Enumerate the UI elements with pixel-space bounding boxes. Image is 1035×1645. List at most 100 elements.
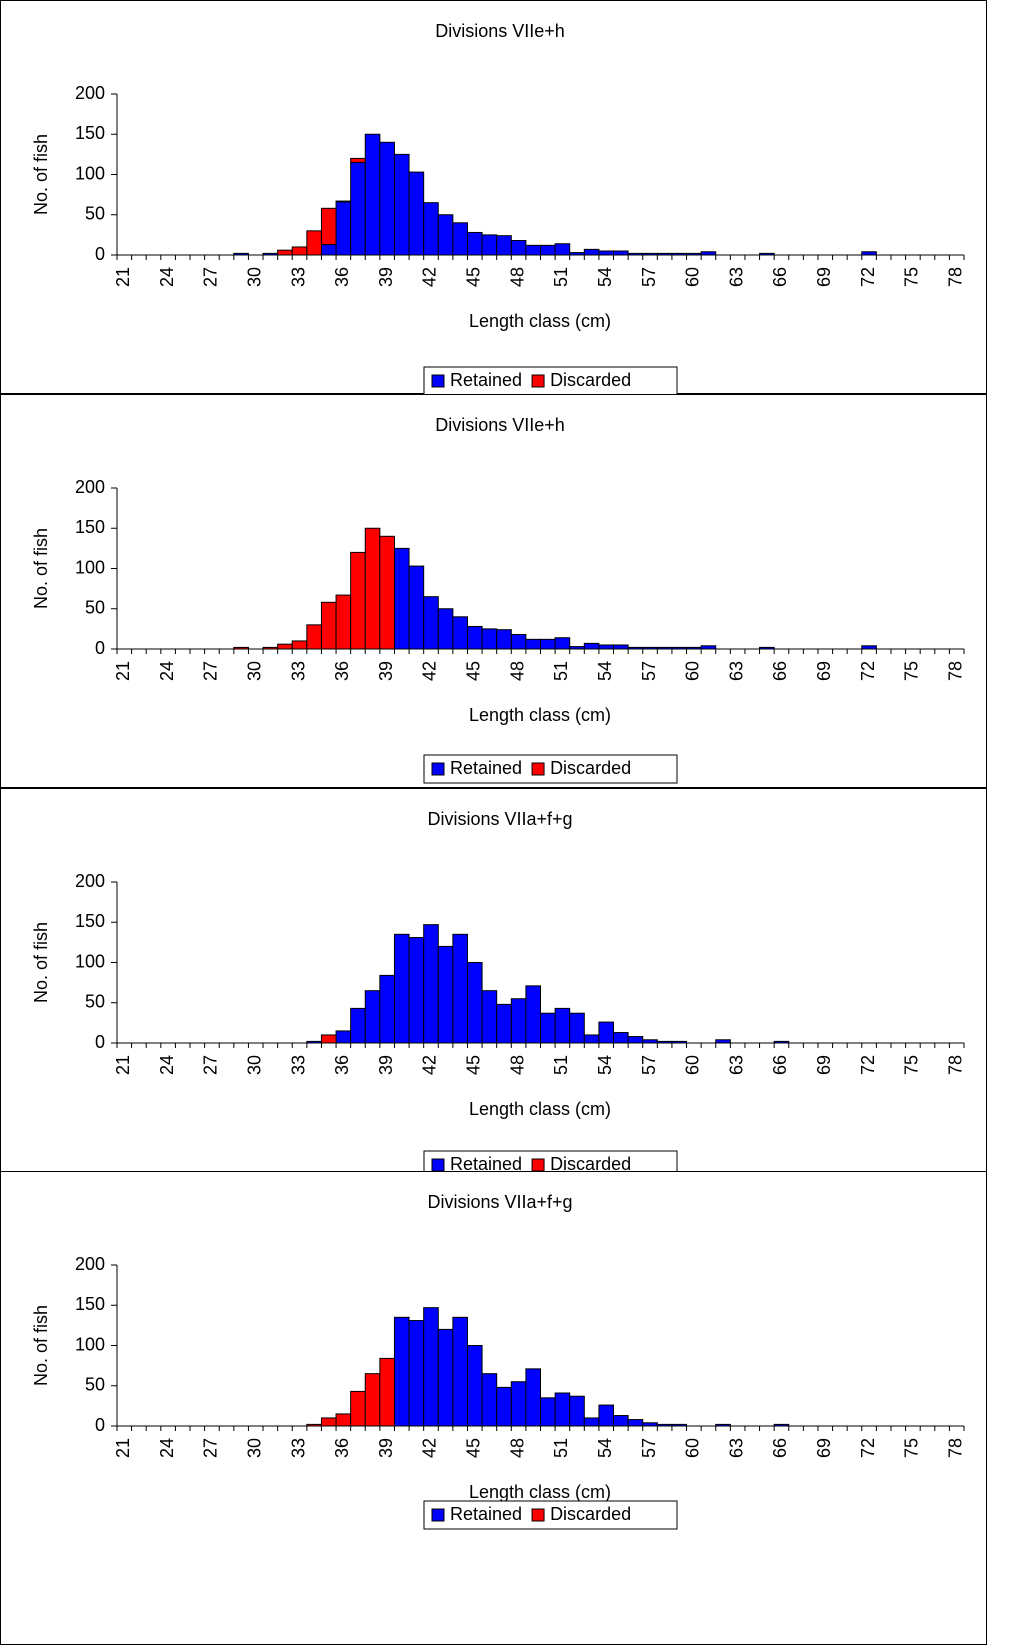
bar	[613, 644, 629, 650]
bar	[306, 624, 322, 650]
bar	[379, 1357, 395, 1427]
x-tick-label: 27	[201, 661, 221, 681]
y-tick-label: 100	[75, 951, 105, 971]
bar	[466, 231, 483, 256]
panel-frame	[0, 788, 987, 1182]
bar	[364, 990, 381, 1044]
y-tick-label: 0	[95, 1032, 105, 1052]
x-tick-label: 45	[464, 267, 484, 287]
chart-title: Divisions VIIa+f+g	[427, 809, 572, 829]
y-tick-label: 50	[85, 992, 105, 1012]
y-axis-title: No. of fish	[31, 922, 51, 1003]
y-tick-label: 100	[75, 1334, 105, 1354]
y-tick-label: 200	[75, 1254, 105, 1274]
bar	[452, 1316, 468, 1427]
bar	[350, 551, 366, 650]
x-tick-label: 39	[376, 1438, 396, 1458]
y-tick-label: 150	[75, 517, 105, 537]
y-tick-label: 150	[75, 123, 105, 143]
bar	[496, 1003, 512, 1044]
x-tick-label: 42	[420, 267, 440, 287]
bar	[306, 230, 322, 256]
bar	[583, 1417, 600, 1427]
x-tick-label: 27	[201, 1438, 221, 1458]
bar	[437, 945, 454, 1044]
bar	[408, 937, 425, 1044]
bar	[554, 243, 571, 256]
x-tick-label: 24	[157, 267, 177, 287]
y-axis-title: No. of fish	[31, 134, 51, 215]
legend-label: Retained	[450, 1154, 522, 1174]
bar	[583, 248, 600, 256]
legend-swatch	[531, 1158, 545, 1172]
bar	[320, 601, 337, 650]
chart-panel: Divisions VIIe+h No. of fish Length class …	[0, 394, 987, 788]
x-tick-label: 51	[551, 267, 571, 287]
legend-swatch	[431, 1158, 445, 1172]
legend-label: Discarded	[550, 1154, 631, 1174]
bar	[525, 244, 541, 256]
y-tick-label: 200	[75, 477, 105, 497]
y-tick-label: 50	[85, 598, 105, 618]
x-tick-label: 36	[332, 661, 352, 681]
bar	[320, 207, 337, 246]
x-tick-label: 69	[814, 267, 834, 287]
bar	[364, 527, 381, 650]
x-axis-title: Length class (cm)	[469, 1099, 611, 1119]
legend-label: Discarded	[550, 370, 631, 390]
x-tick-label: 51	[551, 1055, 571, 1075]
x-tick-label: 39	[376, 1055, 396, 1075]
chart-title: Divisions VIIa+f+g	[427, 1192, 572, 1212]
x-tick-label: 36	[332, 1055, 352, 1075]
bar	[525, 1368, 541, 1427]
x-axis-title: Length class (cm)	[469, 1482, 611, 1502]
x-tick-label: 69	[814, 1438, 834, 1458]
bar	[335, 201, 352, 256]
bar	[364, 1373, 381, 1427]
x-tick-label: 24	[157, 661, 177, 681]
x-tick-label: 63	[726, 661, 746, 681]
x-tick-label: 66	[770, 267, 790, 287]
x-tick-label: 66	[770, 661, 790, 681]
x-tick-label: 63	[726, 1055, 746, 1075]
bar	[320, 1417, 337, 1427]
bar	[423, 924, 439, 1044]
bar	[335, 1413, 352, 1427]
bar	[583, 1034, 600, 1044]
x-tick-label: 66	[770, 1438, 790, 1458]
bar	[393, 153, 410, 256]
bar	[364, 133, 381, 256]
y-tick-label: 0	[95, 1415, 105, 1435]
x-tick-label: 51	[551, 661, 571, 681]
x-tick-label: 72	[858, 267, 878, 287]
x-tick-label: 36	[332, 267, 352, 287]
x-tick-label: 21	[113, 661, 133, 681]
bar	[540, 638, 556, 650]
x-tick-label: 30	[244, 661, 264, 681]
bar	[350, 161, 366, 256]
chart-title: Divisions VIIe+h	[435, 415, 565, 435]
x-tick-label: 75	[902, 267, 922, 287]
chart-panel: Divisions VIIa+f+g No. of fish Length clas…	[0, 788, 987, 1182]
bar	[320, 1034, 337, 1044]
bar	[350, 157, 366, 163]
x-tick-label: 33	[288, 661, 308, 681]
bar	[598, 644, 615, 650]
bar	[277, 249, 293, 256]
bar	[335, 1030, 352, 1044]
bar	[598, 250, 615, 256]
x-tick-label: 33	[288, 1055, 308, 1075]
bar	[598, 1404, 615, 1427]
x-tick-label: 75	[902, 1438, 922, 1458]
x-tick-label: 33	[288, 1438, 308, 1458]
bar	[320, 244, 337, 256]
bar	[277, 643, 293, 650]
bar	[525, 638, 541, 650]
bar	[481, 628, 498, 650]
bar	[627, 1419, 644, 1427]
panel-frame	[0, 0, 987, 394]
bar	[496, 629, 512, 650]
legend-swatch	[531, 1508, 545, 1522]
x-tick-label: 69	[814, 1055, 834, 1075]
bar	[408, 1320, 425, 1427]
